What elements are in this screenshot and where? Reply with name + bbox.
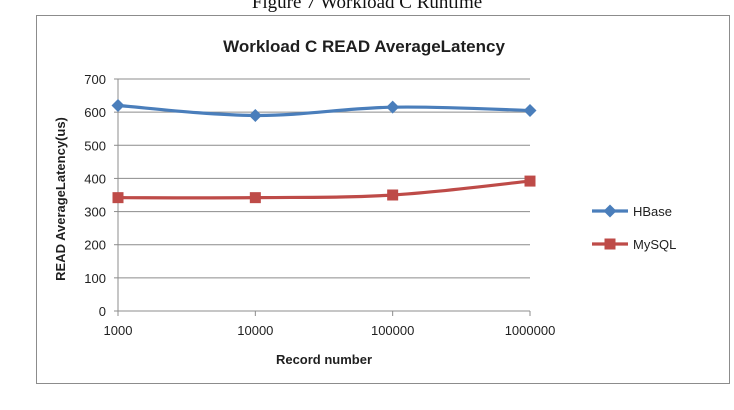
x-axis-label: Record number	[276, 352, 372, 367]
data-point-mysql	[524, 175, 536, 187]
legend-label-mysql: MySQL	[633, 237, 676, 252]
x-tick-label: 1000000	[505, 323, 556, 338]
series-hbase	[111, 99, 537, 122]
x-tick-label: 100000	[371, 323, 414, 338]
figure-caption: Figure 7 Workload C Runtime	[251, 0, 483, 13]
data-point-hbase	[386, 100, 400, 114]
legend-label-hbase: HBase	[633, 204, 672, 219]
legend-marker-hbase	[603, 204, 617, 218]
data-point-hbase	[248, 108, 262, 122]
y-tick-label: 0	[99, 304, 106, 319]
y-tick-label: 400	[84, 171, 106, 186]
legend-marker-mysql	[604, 238, 616, 250]
y-tick-label: 600	[84, 105, 106, 120]
series-line-hbase	[116, 103, 532, 118]
data-point-mysql	[387, 189, 399, 201]
y-tick-label: 100	[84, 271, 106, 286]
y-tick-label: 300	[84, 205, 106, 220]
data-point-mysql	[249, 192, 261, 204]
axes	[114, 78, 531, 316]
data-point-hbase	[111, 99, 125, 113]
series-layer	[111, 99, 537, 204]
x-tick-label: 1000	[104, 323, 133, 338]
x-tick-label: 10000	[237, 323, 273, 338]
data-point-hbase	[523, 103, 537, 117]
legend: HBase MySQL	[592, 204, 676, 252]
x-tick-labels: 1000 10000 100000 1000000	[104, 323, 556, 338]
series-line-mysql	[116, 179, 532, 200]
series-mysql	[112, 175, 536, 204]
y-tick-label: 200	[84, 238, 106, 253]
chart-title: Workload C READ AverageLatency	[223, 37, 505, 56]
chart-frame: Workload C READ AverageLatency 0 100 200 30…	[36, 15, 730, 384]
y-tick-label: 700	[84, 72, 106, 87]
y-tick-labels: 0 100 200 300 400 500 600 700	[84, 72, 106, 319]
y-tick-label: 500	[84, 138, 106, 153]
y-axis-label: READ AverageLatency(us)	[53, 117, 68, 281]
data-point-mysql	[112, 192, 124, 204]
line-chart: Workload C READ AverageLatency 0 100 200 30…	[53, 37, 676, 367]
